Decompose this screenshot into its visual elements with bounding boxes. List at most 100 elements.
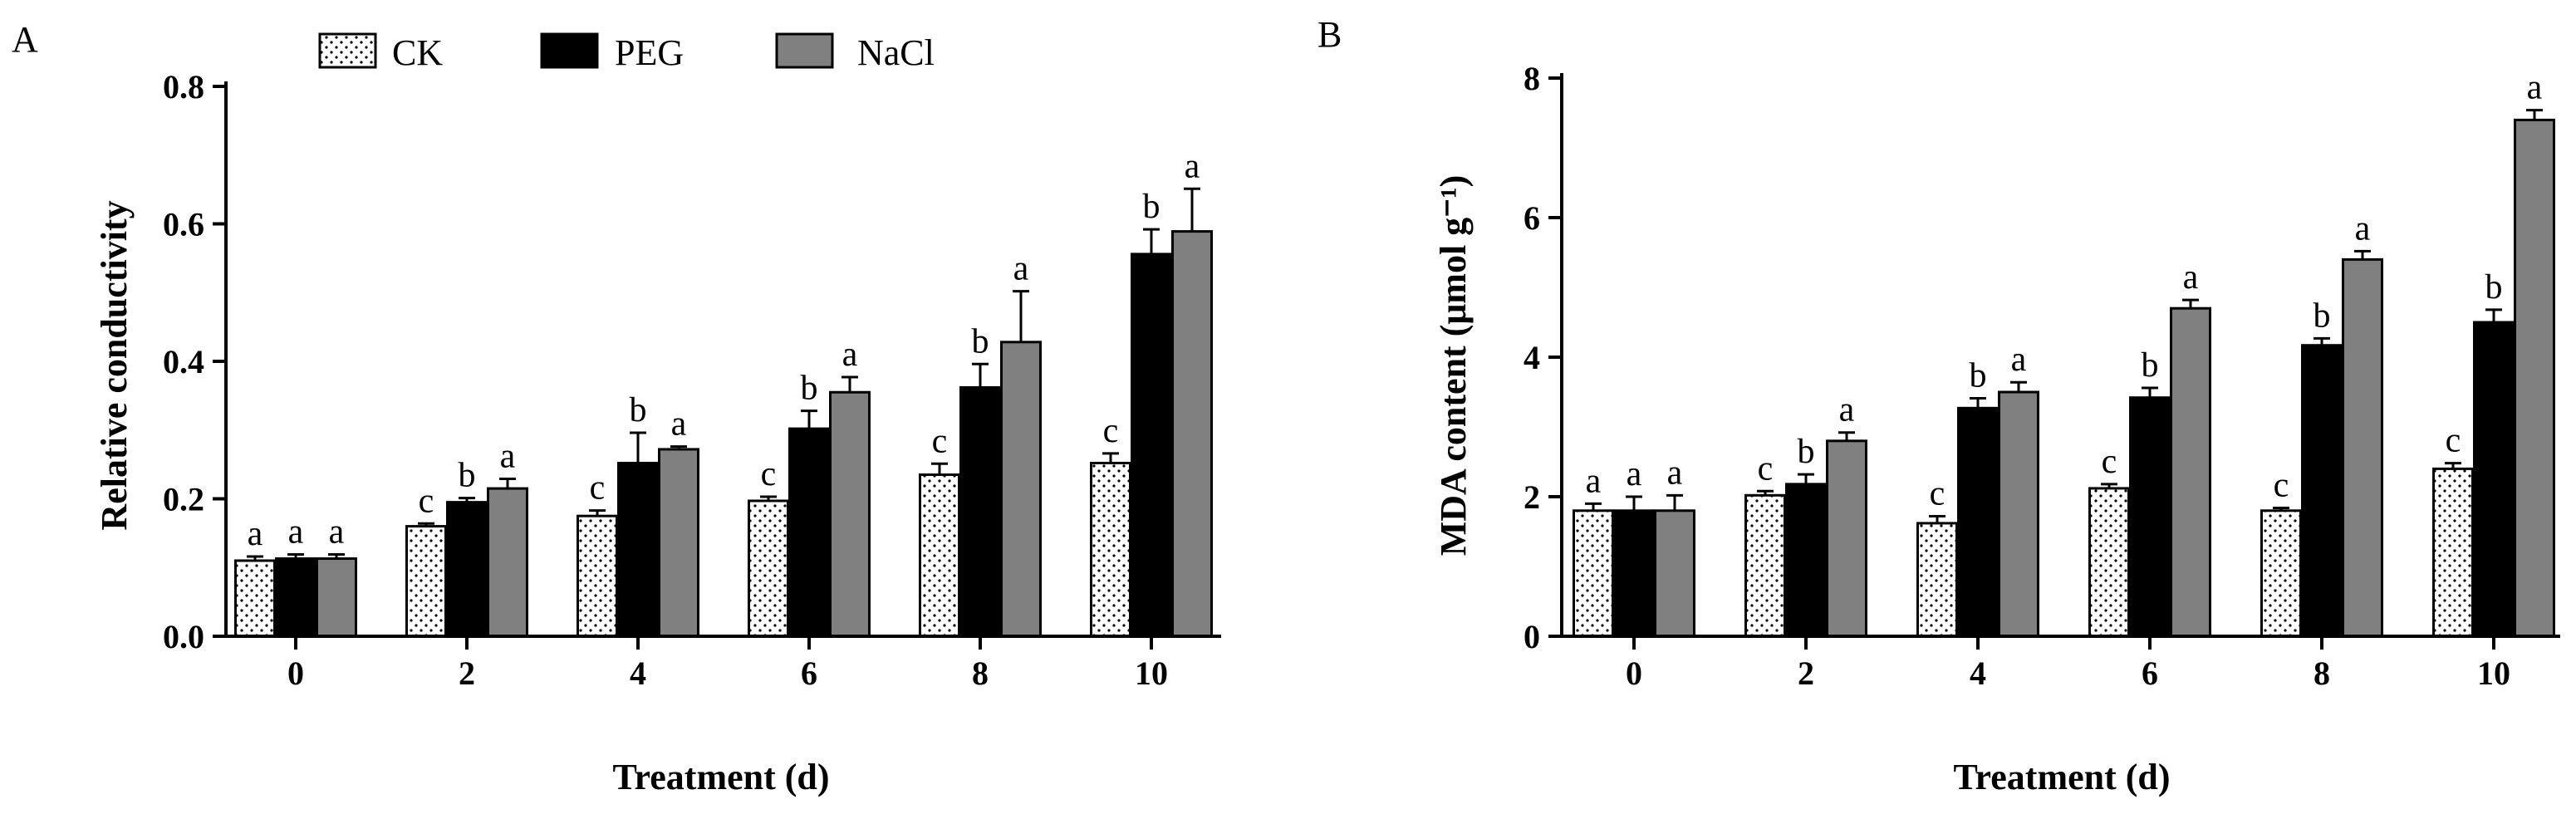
sig-label-b-peg-d6: b bbox=[2142, 346, 2159, 385]
bar-b-peg-d8 bbox=[2301, 344, 2343, 638]
sig-label-b-peg-d8: b bbox=[2313, 297, 2331, 335]
sig-label-a-nacl-d8: a bbox=[1013, 250, 1029, 288]
bar-a-ck-d10 bbox=[1090, 461, 1131, 638]
x-tick-label-a-4: 4 bbox=[630, 655, 646, 692]
legend: CK PEG NaCl bbox=[318, 32, 935, 73]
bar-a-nacl-d8 bbox=[1000, 341, 1042, 638]
x-axis-title-b: Treatment (d) bbox=[1953, 757, 2170, 797]
bar-a-nacl-d0 bbox=[316, 557, 357, 638]
sig-label-a-ck-d0: a bbox=[248, 515, 263, 553]
sig-label-a-ck-d2: c bbox=[419, 482, 434, 520]
legend-swatch-peg bbox=[540, 32, 599, 69]
bar-a-peg-d4 bbox=[617, 461, 659, 638]
bar-b-nacl-d2 bbox=[1826, 439, 1867, 638]
legend-label-peg: PEG bbox=[615, 32, 684, 73]
panel-label-b: B bbox=[1317, 14, 1342, 55]
sig-label-b-nacl-d0: a bbox=[1667, 454, 1683, 492]
sig-label-b-peg-d2: b bbox=[1798, 433, 1815, 471]
y-tick-label-a-2: 0.4 bbox=[163, 343, 204, 380]
bar-b-peg-d6 bbox=[2129, 396, 2171, 638]
sig-label-a-ck-d4: c bbox=[590, 469, 606, 508]
sig-label-b-peg-d0: a bbox=[1627, 455, 1642, 493]
sig-label-b-nacl-d4: a bbox=[2011, 341, 2027, 379]
bar-b-nacl-d4 bbox=[1998, 390, 2039, 638]
bar-b-ck-d6 bbox=[2088, 487, 2130, 638]
bar-a-nacl-d2 bbox=[487, 487, 528, 638]
bar-b-ck-d2 bbox=[1744, 493, 1786, 638]
bar-a-nacl-d6 bbox=[829, 390, 871, 638]
y-tick-label-b-1: 2 bbox=[1524, 478, 1540, 516]
sig-label-b-nacl-d8: a bbox=[2355, 209, 2371, 248]
sig-label-a-peg-d2: b bbox=[459, 457, 476, 495]
sig-label-b-peg-d10: b bbox=[2485, 268, 2503, 306]
bar-b-peg-d0 bbox=[1613, 509, 1655, 638]
legend-swatch-ck bbox=[318, 32, 377, 69]
sig-label-a-ck-d10: c bbox=[1103, 412, 1119, 450]
bar-a-ck-d8 bbox=[919, 473, 960, 638]
sig-label-a-peg-d4: b bbox=[630, 391, 647, 429]
sig-label-b-nacl-d6: a bbox=[2183, 258, 2199, 297]
bar-b-peg-d4 bbox=[1957, 406, 1999, 638]
y-tick-label-b-4: 8 bbox=[1524, 60, 1540, 97]
bar-b-nacl-d8 bbox=[2342, 257, 2383, 638]
sig-label-b-nacl-d10: a bbox=[2527, 69, 2543, 107]
sig-label-b-ck-d6: c bbox=[2102, 443, 2117, 481]
x-axis-title-a: Treatment (d) bbox=[612, 757, 829, 797]
legend-label-nacl: NaCl bbox=[857, 32, 935, 73]
sig-label-b-peg-d4: b bbox=[1970, 357, 1987, 395]
x-tick-label-b-2: 2 bbox=[1798, 655, 1814, 692]
sig-label-b-ck-d4: c bbox=[1930, 475, 1945, 513]
bar-a-peg-d8 bbox=[959, 385, 1001, 638]
x-tick-label-b-8: 8 bbox=[2313, 655, 2330, 692]
x-tick-label-a-8: 8 bbox=[972, 655, 989, 692]
sig-label-a-peg-d8: b bbox=[972, 322, 989, 360]
bar-a-peg-d6 bbox=[788, 427, 830, 638]
sig-label-a-nacl-d10: a bbox=[1185, 147, 1200, 185]
x-tick-label-b-4: 4 bbox=[1970, 655, 1986, 692]
bar-b-ck-d10 bbox=[2432, 467, 2474, 638]
legend-swatch-nacl bbox=[775, 32, 834, 69]
y-axis-title-a: Relative conductivity bbox=[94, 200, 135, 530]
bar-a-ck-d2 bbox=[405, 525, 447, 638]
x-tick-label-a-6: 6 bbox=[801, 655, 817, 692]
y-tick-label-a-1: 0.2 bbox=[163, 481, 204, 518]
sig-label-a-nacl-d2: a bbox=[500, 438, 516, 476]
sig-label-b-ck-d10: c bbox=[2446, 422, 2461, 460]
y-tick-label-b-2: 4 bbox=[1524, 339, 1540, 376]
y-axis-title-b: MDA content (μmol g⁻¹) bbox=[1433, 175, 1474, 557]
sig-label-b-ck-d0: a bbox=[1586, 462, 1602, 500]
bar-a-ck-d0 bbox=[234, 559, 276, 638]
panel-label-a: A bbox=[12, 19, 38, 60]
bar-b-ck-d0 bbox=[1573, 509, 1614, 638]
bar-b-peg-d10 bbox=[2473, 321, 2515, 638]
bar-b-nacl-d10 bbox=[2514, 118, 2555, 638]
bar-b-nacl-d6 bbox=[2170, 306, 2211, 638]
bar-a-peg-d2 bbox=[446, 501, 488, 638]
x-tick-label-a-10: 10 bbox=[1135, 655, 1168, 692]
sig-label-a-nacl-d6: a bbox=[842, 336, 858, 374]
bar-b-nacl-d0 bbox=[1654, 509, 1695, 638]
x-tick-label-a-0: 0 bbox=[287, 655, 304, 692]
bar-b-ck-d4 bbox=[1916, 522, 1958, 638]
sig-label-b-ck-d2: c bbox=[1758, 449, 1774, 488]
y-tick-label-a-4: 0.8 bbox=[163, 68, 204, 105]
sig-label-a-peg-d0: a bbox=[288, 513, 304, 552]
bar-b-peg-d2 bbox=[1785, 483, 1827, 638]
legend-label-ck: CK bbox=[392, 32, 443, 73]
y-tick-label-b-0: 0 bbox=[1524, 618, 1540, 655]
sig-label-a-peg-d10: b bbox=[1143, 188, 1160, 226]
sig-label-b-nacl-d2: a bbox=[1839, 391, 1855, 429]
y-tick-label-b-3: 6 bbox=[1524, 199, 1540, 237]
sig-label-a-nacl-d4: a bbox=[671, 405, 687, 444]
bar-a-nacl-d10 bbox=[1171, 230, 1213, 638]
sig-label-a-ck-d8: c bbox=[932, 422, 948, 460]
bar-a-ck-d6 bbox=[748, 499, 789, 638]
x-tick-label-a-2: 2 bbox=[459, 655, 475, 692]
bar-a-ck-d4 bbox=[577, 514, 618, 638]
